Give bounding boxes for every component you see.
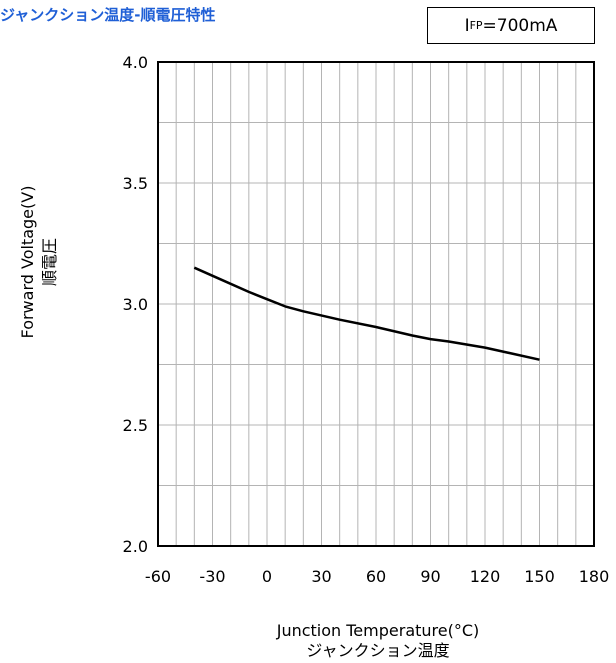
y-tick-label: 2.5 <box>123 416 148 435</box>
x-axis-label-jp: ジャンクション温度 <box>306 641 450 660</box>
x-tick-label: 90 <box>420 567 440 586</box>
condition-sub: FP <box>469 19 483 32</box>
condition-box: I FP =700mA <box>427 7 595 44</box>
chart-title: ジャンクション温度-順電圧特性 <box>0 6 216 24</box>
y-tick-label: 2.0 <box>123 537 148 556</box>
x-tick-label: -60 <box>145 567 171 586</box>
grid <box>158 62 594 546</box>
x-tick-label: 0 <box>262 567 272 586</box>
x-axis-label: Junction Temperature(°C) ジャンクション温度 <box>228 621 528 661</box>
x-axis-label-en: Junction Temperature(°C) <box>276 621 480 640</box>
condition-value: =700mA <box>482 15 558 36</box>
plot-frame <box>157 61 595 547</box>
y-tick-label: 3.5 <box>123 174 148 193</box>
x-tick-label: 120 <box>470 567 501 586</box>
x-tick-label: -30 <box>199 567 225 586</box>
x-tick-label: 180 <box>579 567 610 586</box>
y-tick-label: 4.0 <box>123 53 148 72</box>
series-line <box>193 266 540 361</box>
condition-main: I <box>464 15 470 36</box>
x-tick-label: 30 <box>311 567 331 586</box>
y-tick-label: 3.0 <box>123 295 148 314</box>
series-layer <box>193 266 540 361</box>
x-tick-label: 150 <box>524 567 555 586</box>
tick-labels: -60 -30 0 30 60 90 120 150 180 2.0 2.5 3.0 3.5 4.0 <box>123 53 610 586</box>
x-tick-label: 60 <box>366 567 386 586</box>
